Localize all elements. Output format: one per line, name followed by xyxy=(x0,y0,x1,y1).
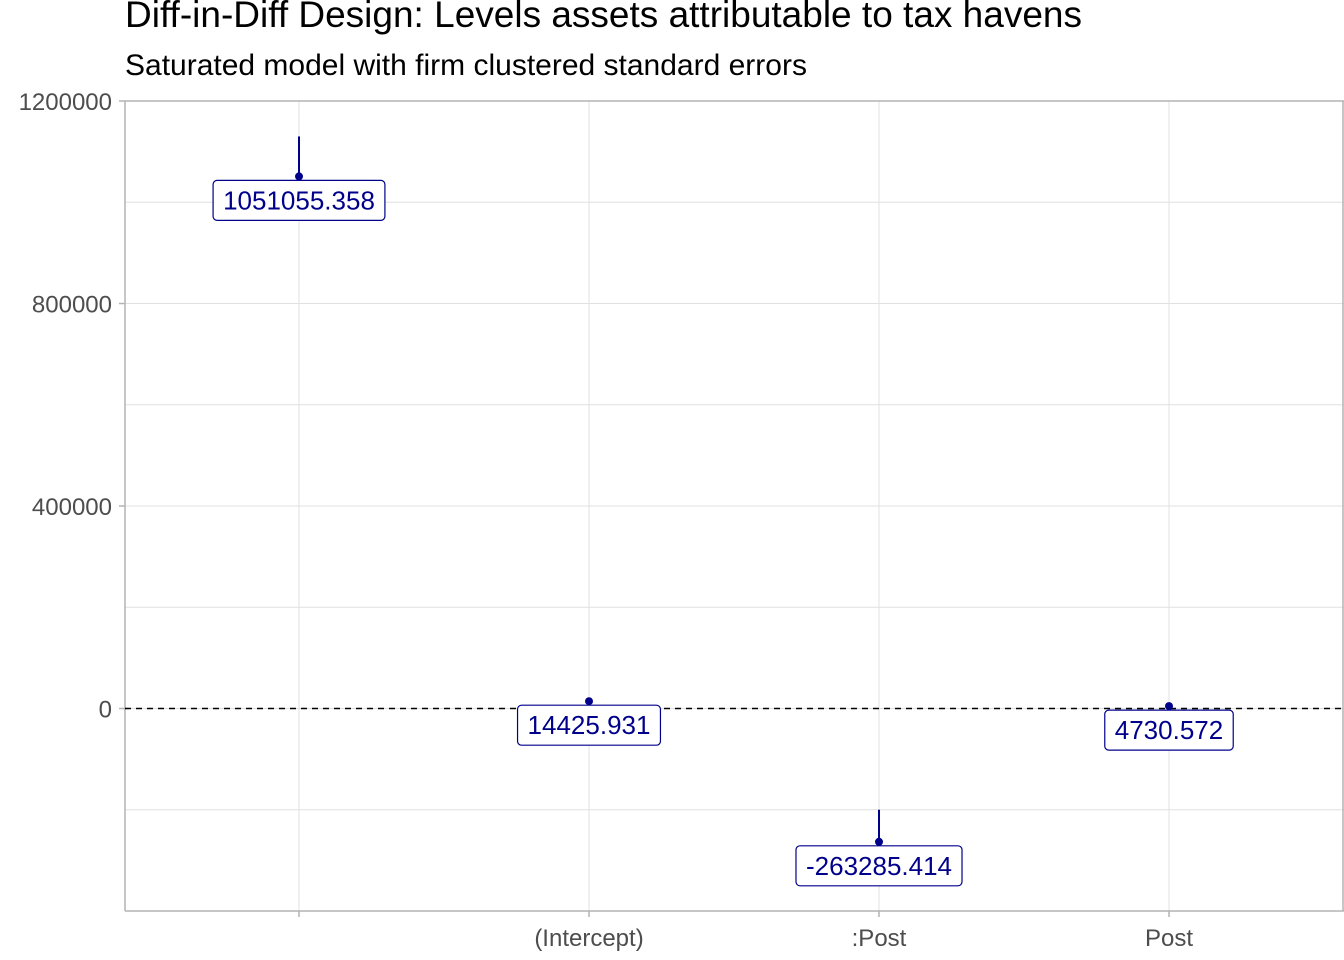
x-tick-label: (Intercept) xyxy=(534,925,643,952)
y-tick-label: 400000 xyxy=(32,494,112,521)
y-tick-label: 1200000 xyxy=(19,89,112,116)
data-label-box xyxy=(212,179,386,222)
chart-title: Diff-in-Diff Design: Levels assets attri… xyxy=(125,0,1082,35)
estimate-point xyxy=(1165,702,1173,711)
data-label: 1051055.358 xyxy=(223,185,375,215)
data-label-group: -263285.414 xyxy=(795,845,963,887)
data-label-box xyxy=(795,845,963,887)
data-label: -263285.414 xyxy=(806,851,952,881)
x-tick-labels: (Intercept) :Post Post xyxy=(534,925,1193,952)
grid-lines xyxy=(125,100,1344,912)
data-labels: 1051055.358 14425.931 -263285.414 4730.572 xyxy=(212,179,1234,887)
chart-subtitle: Saturated model with firm clustered stan… xyxy=(125,49,807,82)
estimate-point xyxy=(875,837,883,846)
x-tick-label: Post xyxy=(1145,925,1193,952)
data-label-group: 1051055.358 xyxy=(212,179,386,222)
data-label-group: 14425.931 xyxy=(516,704,662,746)
y-tick-label: 0 xyxy=(99,697,112,724)
data-marks xyxy=(295,136,1173,886)
x-tick-label: :Post xyxy=(852,925,907,952)
data-label: 4730.572 xyxy=(1115,715,1223,745)
y-tick-label: 800000 xyxy=(32,292,112,319)
data-label-box xyxy=(1104,709,1234,751)
data-label-group: 4730.572 xyxy=(1104,709,1234,751)
data-label-box xyxy=(516,704,662,746)
y-tick-labels: 0 400000 800000 1200000 xyxy=(19,89,112,724)
axes xyxy=(119,100,1344,917)
data-label: 14425.931 xyxy=(528,710,651,740)
estimate-point xyxy=(585,697,593,706)
estimate-point xyxy=(295,172,303,181)
